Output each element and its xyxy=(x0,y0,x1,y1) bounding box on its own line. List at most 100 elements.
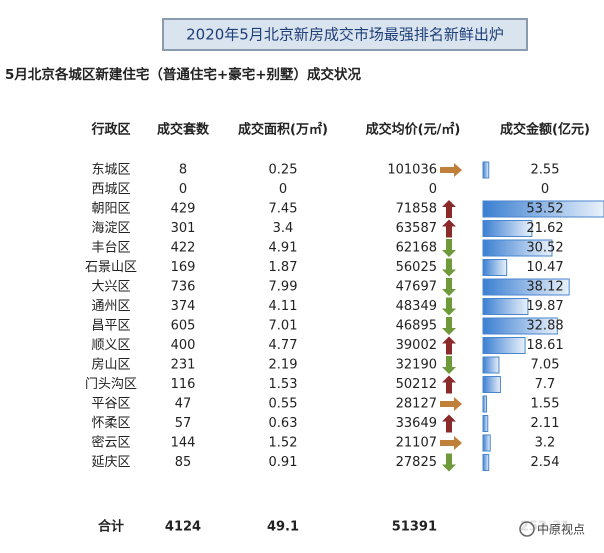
trend-arrow xyxy=(442,297,456,316)
cell: 53.52 xyxy=(526,202,563,217)
data-bar xyxy=(482,200,604,218)
cell: 7.7 xyxy=(535,377,556,392)
cell: 50212 xyxy=(396,377,437,392)
trend-arrow xyxy=(442,336,456,355)
data-bar xyxy=(482,395,488,413)
data-bar xyxy=(482,278,570,296)
total-cell: 4124 xyxy=(165,520,201,535)
total-cell: 51391 xyxy=(392,520,437,535)
cell: 48349 xyxy=(396,299,437,314)
column-header: 成交均价(元/㎡) xyxy=(366,122,461,138)
cell: 169 xyxy=(171,260,196,275)
data-bar xyxy=(482,161,490,179)
cell: 47 xyxy=(175,397,192,412)
cell: 西城区 xyxy=(91,182,130,197)
cell: 8 xyxy=(179,163,187,178)
cell: 32.88 xyxy=(526,319,563,334)
cell: 0.91 xyxy=(269,455,298,470)
cell: 21.62 xyxy=(526,221,563,236)
cell: 朝阳区 xyxy=(91,202,130,217)
cell: 429 xyxy=(171,202,196,217)
watermark-bg xyxy=(515,517,604,541)
cell: 怀柔区 xyxy=(91,416,130,431)
data-bar xyxy=(482,434,491,452)
cell: 平谷区 xyxy=(91,397,130,412)
cell: 56025 xyxy=(396,260,437,275)
cell: 0 xyxy=(541,182,549,197)
column-header: 行政区 xyxy=(90,122,130,138)
cell: 4.77 xyxy=(269,338,298,353)
subtitle: 5月北京各城区新建住宅（普通住宅+豪宅+别墅）成交状况 xyxy=(5,66,362,83)
cell: 7.45 xyxy=(269,202,298,217)
trend-arrow xyxy=(442,200,456,218)
cell: 422 xyxy=(171,241,196,256)
cell: 0.55 xyxy=(269,397,298,412)
cell: 0.25 xyxy=(269,163,298,178)
cell: 63587 xyxy=(396,221,437,236)
table: 行政区 成交套数 成交面积(万㎡) 成交均价(元/㎡) 成交金额(亿元) 东城区 8 0.25… xyxy=(85,122,604,472)
cell: 密云区 xyxy=(91,435,130,451)
cell: 57 xyxy=(175,416,192,431)
cell: 1.53 xyxy=(269,377,298,392)
trend-arrow xyxy=(440,163,462,177)
cell: 19.87 xyxy=(526,299,563,314)
cell: 30.52 xyxy=(526,241,563,256)
cell: 301 xyxy=(171,221,196,236)
cell: 85 xyxy=(175,455,192,470)
trend-arrow xyxy=(442,317,456,335)
cell: 605 xyxy=(171,319,196,334)
total-cell: 合计 xyxy=(98,519,124,535)
cell: 27825 xyxy=(396,455,437,470)
cell: 2.19 xyxy=(269,358,298,373)
cell: 东城区 xyxy=(91,163,130,178)
cell: 0 xyxy=(429,182,437,197)
cell: 62168 xyxy=(396,241,437,256)
cell: 39002 xyxy=(396,338,437,353)
cell: 0 xyxy=(179,182,187,197)
total-cell: 49.1 xyxy=(267,520,299,535)
cell: 21107 xyxy=(396,436,437,451)
cell: 0.63 xyxy=(269,416,298,431)
trend-arrow xyxy=(442,375,456,394)
data-bar xyxy=(482,454,490,471)
cell: 延庆区 xyxy=(91,455,130,470)
watermark: 中原视点 xyxy=(515,517,604,541)
cell: 3.4 xyxy=(273,221,294,236)
data-bar xyxy=(482,376,501,393)
cell: 顺义区 xyxy=(91,338,130,353)
cell: 4.11 xyxy=(269,299,298,314)
cell: 736 xyxy=(171,280,196,295)
cell: 2.11 xyxy=(531,416,560,431)
watermark-text: 中原视点 xyxy=(537,522,585,537)
trend-arrow xyxy=(442,239,456,257)
trend-arrow xyxy=(442,219,456,238)
trend-arrow xyxy=(440,397,462,411)
cell: 大兴区 xyxy=(91,280,130,295)
data-bar xyxy=(482,415,489,432)
trend-arrow xyxy=(442,258,456,277)
title: 2020年5月北京新房成交市场最强排名新鲜出炉 xyxy=(186,26,504,44)
cell: 2.54 xyxy=(531,455,560,470)
cell: 房山区 xyxy=(91,357,130,373)
cell: 0 xyxy=(279,182,287,197)
cell: 2.55 xyxy=(531,163,560,178)
cell: 32190 xyxy=(396,358,437,373)
cell: 昌平区 xyxy=(91,319,130,334)
data-bar xyxy=(482,356,500,374)
cell: 通州区 xyxy=(91,299,130,314)
cell: 374 xyxy=(171,299,196,314)
cell: 38.12 xyxy=(526,280,563,295)
watermark-icon xyxy=(519,521,535,537)
cell: 71858 xyxy=(396,202,437,217)
cell: 4.91 xyxy=(269,241,298,256)
cell: 石景山区 xyxy=(85,260,137,275)
trend-arrow xyxy=(442,414,456,433)
cell: 101036 xyxy=(387,163,437,178)
cell: 7.05 xyxy=(531,358,560,373)
data-bar xyxy=(482,337,526,354)
trend-arrow xyxy=(440,436,462,450)
column-header: 成交套数 xyxy=(157,122,210,138)
cell: 144 xyxy=(171,436,196,451)
cell: 海淀区 xyxy=(91,221,130,236)
